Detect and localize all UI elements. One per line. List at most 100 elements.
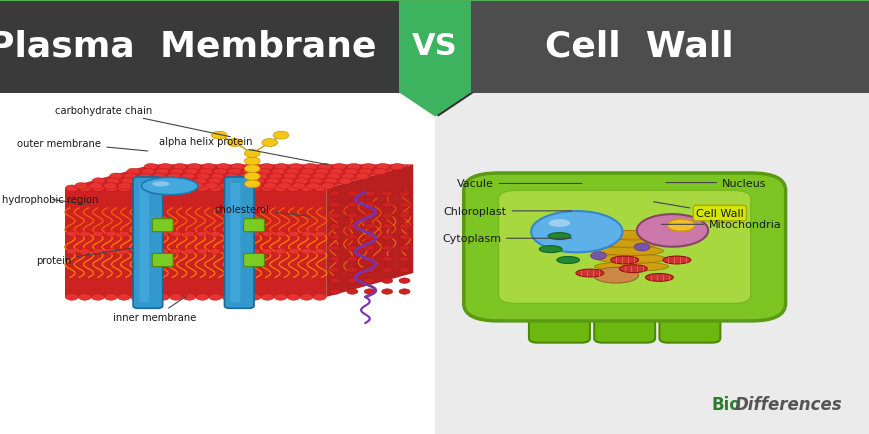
- Ellipse shape: [596, 254, 666, 264]
- Circle shape: [287, 186, 300, 192]
- Circle shape: [236, 178, 250, 185]
- Circle shape: [209, 186, 222, 192]
- Circle shape: [133, 183, 146, 190]
- Circle shape: [228, 169, 242, 175]
- Circle shape: [130, 294, 143, 300]
- Text: Differences: Differences: [734, 395, 842, 413]
- Circle shape: [235, 249, 247, 254]
- Circle shape: [254, 174, 267, 180]
- Circle shape: [246, 164, 259, 171]
- Circle shape: [312, 174, 325, 180]
- Bar: [434, 0, 869, 93]
- Circle shape: [364, 202, 375, 208]
- Circle shape: [260, 164, 273, 171]
- FancyBboxPatch shape: [224, 178, 254, 309]
- Circle shape: [329, 267, 340, 273]
- Circle shape: [318, 164, 331, 171]
- Circle shape: [289, 164, 302, 171]
- Circle shape: [244, 165, 260, 173]
- Ellipse shape: [600, 247, 662, 256]
- Ellipse shape: [547, 233, 570, 240]
- Circle shape: [144, 232, 156, 237]
- Circle shape: [381, 267, 392, 273]
- Circle shape: [263, 183, 276, 190]
- Circle shape: [208, 178, 221, 185]
- Circle shape: [158, 164, 172, 171]
- Circle shape: [244, 181, 260, 188]
- Circle shape: [381, 278, 392, 284]
- Text: Cytoplasm: Cytoplasm: [441, 234, 571, 243]
- Circle shape: [364, 224, 375, 230]
- Circle shape: [399, 224, 409, 230]
- Circle shape: [288, 249, 299, 254]
- Circle shape: [222, 249, 234, 254]
- Circle shape: [196, 186, 209, 192]
- Ellipse shape: [667, 220, 694, 232]
- Circle shape: [182, 294, 196, 300]
- Circle shape: [275, 249, 286, 254]
- Circle shape: [75, 183, 88, 190]
- Circle shape: [362, 164, 375, 171]
- Circle shape: [131, 249, 143, 254]
- Circle shape: [273, 132, 289, 140]
- Circle shape: [150, 178, 163, 185]
- Circle shape: [314, 232, 325, 237]
- Circle shape: [347, 289, 357, 295]
- Circle shape: [292, 183, 305, 190]
- Circle shape: [153, 174, 166, 180]
- Circle shape: [274, 186, 287, 192]
- Circle shape: [347, 278, 357, 284]
- Circle shape: [399, 191, 409, 197]
- FancyBboxPatch shape: [133, 178, 163, 309]
- Ellipse shape: [594, 262, 668, 272]
- Circle shape: [79, 249, 90, 254]
- Circle shape: [399, 256, 409, 262]
- Circle shape: [225, 174, 238, 180]
- Circle shape: [244, 150, 260, 158]
- Bar: [0, 93, 434, 434]
- Circle shape: [222, 232, 234, 237]
- Ellipse shape: [152, 182, 169, 187]
- Circle shape: [156, 294, 169, 300]
- Circle shape: [329, 246, 340, 251]
- Circle shape: [399, 202, 409, 208]
- Circle shape: [235, 294, 248, 300]
- Circle shape: [92, 249, 103, 254]
- Bar: [434, 93, 869, 434]
- Circle shape: [333, 164, 345, 171]
- Circle shape: [257, 169, 270, 175]
- Bar: [399, 0, 470, 93]
- Ellipse shape: [556, 257, 579, 264]
- Circle shape: [381, 213, 392, 219]
- Text: Chloroplast: Chloroplast: [443, 207, 571, 216]
- Circle shape: [182, 174, 195, 180]
- Text: Bio: Bio: [711, 395, 740, 413]
- Circle shape: [364, 191, 375, 197]
- Circle shape: [199, 169, 212, 175]
- Circle shape: [321, 183, 334, 190]
- Circle shape: [234, 183, 247, 190]
- Circle shape: [169, 186, 182, 192]
- FancyBboxPatch shape: [528, 312, 589, 343]
- Circle shape: [190, 183, 203, 190]
- Circle shape: [235, 232, 247, 237]
- Circle shape: [275, 164, 288, 171]
- Circle shape: [347, 267, 357, 273]
- Circle shape: [188, 164, 201, 171]
- Circle shape: [364, 267, 375, 273]
- Circle shape: [376, 164, 389, 171]
- Text: VS: VS: [412, 32, 457, 61]
- Circle shape: [169, 294, 182, 300]
- Circle shape: [314, 249, 325, 254]
- Bar: [0, 0, 434, 93]
- FancyBboxPatch shape: [152, 254, 173, 267]
- Circle shape: [103, 183, 116, 190]
- Ellipse shape: [610, 256, 638, 264]
- Circle shape: [118, 249, 129, 254]
- Circle shape: [390, 164, 403, 171]
- Circle shape: [117, 186, 130, 192]
- Circle shape: [157, 232, 169, 237]
- Circle shape: [344, 169, 357, 175]
- Circle shape: [222, 294, 235, 300]
- Polygon shape: [326, 165, 413, 297]
